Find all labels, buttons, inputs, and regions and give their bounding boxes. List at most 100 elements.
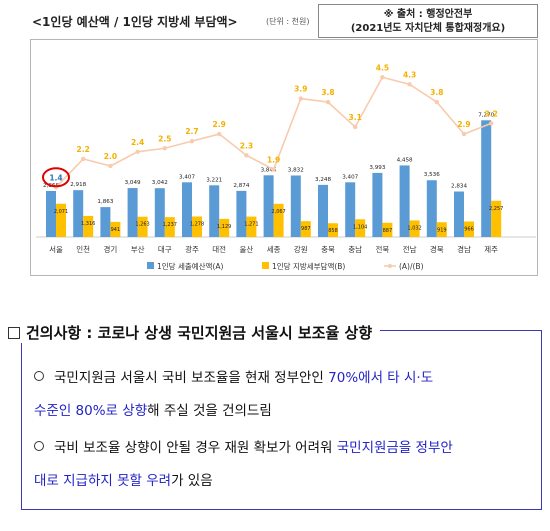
item-2-text-highlight: 국민지원금을 정부안 [336, 440, 453, 456]
highlight-circle [42, 167, 70, 188]
circle-bullet-icon [34, 371, 44, 381]
tax-value-label: 1,263 [135, 222, 149, 228]
tax-value-label: 2,067 [271, 209, 285, 215]
budget-bar [209, 185, 220, 237]
tax-bar [273, 203, 284, 237]
budget-bar [290, 175, 301, 237]
tax-bar [164, 217, 175, 237]
tax-bar [300, 221, 311, 237]
budget-bar [454, 191, 464, 237]
ratio-point [298, 96, 303, 101]
tax-value-label: 1,104 [353, 224, 367, 230]
x-tick-label: 경기 [103, 244, 117, 254]
tax-value-label: 1,237 [163, 222, 177, 228]
tax-value-label: 987 [301, 226, 311, 232]
budget-value-label: 1,863 [97, 199, 113, 205]
budget-value-label: 2,834 [451, 184, 467, 190]
ratio-point [108, 163, 113, 169]
ratio-value-label: 2.7 [185, 127, 198, 136]
tax-bar [382, 222, 393, 237]
item-1-text-plain-2: 해 주실 것을 건의드림 [147, 403, 272, 419]
budget-value-label: 3,845 [261, 167, 277, 173]
legend-label-ratio: (A)/(B) [399, 262, 424, 271]
ratio-point [325, 99, 331, 105]
x-tick-label: 인천 [76, 244, 90, 254]
recommendation-title: 건의사항 : 코로나 상생 국민지원금 서울시 보조율 상향 [8, 322, 381, 343]
tax-value-label: 1,316 [81, 221, 95, 227]
x-tick-label: 전남 [403, 244, 417, 254]
item-1-text-plain: 국민지원금 서울시 국비 보조율을 현재 정부안인 [54, 370, 329, 386]
recommendation-item-2-line-2: 대로 지급하지 못할 우려가 있음 [34, 465, 534, 498]
x-tick-label: 충남 [348, 245, 362, 254]
budget-bar [100, 207, 111, 237]
legend-swatch-budget [147, 262, 154, 269]
ratio-point [461, 131, 467, 137]
recommendation-item-2-line-1: 국비 보조율 상향이 안될 경우 재원 확보가 어려워 국민지원금을 정부안 [34, 432, 534, 465]
x-tick-label: 경남 [457, 244, 471, 254]
circle-bullet-icon [34, 441, 44, 451]
ratio-value-label: 3.8 [321, 88, 334, 97]
ratio-value-label: 2.9 [457, 120, 470, 129]
checkbox-icon [8, 326, 20, 339]
item-2-text-plain-2: 가 있음 [171, 473, 213, 489]
legend-swatch-tax [262, 262, 269, 269]
recommendation-item-1: 국민지원금 서울시 국비 보조율을 현재 정부안인 70%에서 타 시·도 수준… [34, 362, 534, 428]
tax-value-label: 1,278 [190, 221, 204, 227]
ratio-value-label: 3.2 [485, 109, 498, 118]
ratio-point [244, 153, 249, 158]
tax-value-label: 1,271 [244, 222, 258, 228]
ratio-point [162, 146, 167, 151]
legend-label-budget: 1인당 세출예산액(A) [157, 261, 224, 271]
budget-bar [263, 175, 274, 237]
ratio-value-label: 4.5 [376, 63, 389, 72]
ratio-point [135, 149, 140, 154]
x-tick-label: 충북 [321, 245, 335, 254]
tax-bar [246, 216, 257, 237]
x-tick-label: 강원 [294, 244, 308, 254]
x-tick-label: 대전 [212, 244, 226, 254]
tax-bar [83, 215, 94, 237]
budget-value-label: 7,270 [478, 112, 494, 118]
recommendation-item-1-line-1: 국민지원금 서울시 국비 보조율을 현재 정부안인 70%에서 타 시·도 [34, 362, 534, 395]
x-tick-label: 부산 [131, 244, 145, 254]
item-1-text-highlight: 70%에서 타 시·도 [328, 370, 434, 386]
ratio-value-label: 1.4 [49, 173, 62, 182]
tax-value-label: 966 [464, 226, 474, 232]
budget-value-label: 4,458 [397, 157, 413, 163]
budget-bar [426, 180, 437, 237]
ratio-value-label: 3.1 [349, 113, 362, 122]
tax-bar [491, 200, 502, 237]
budget-bar [318, 184, 328, 237]
budget-bar [399, 165, 410, 237]
ratio-value-label: 2.3 [240, 141, 253, 150]
source-line-1: ※ 출처 : 행정안전부 [383, 9, 473, 20]
budget-bar [127, 188, 138, 237]
x-tick-label: 광주 [185, 244, 199, 254]
x-tick-label: 대구 [158, 245, 172, 254]
budget-value-label: 3,049 [125, 180, 141, 186]
source-box: ※ 출처 : 행정안전부 (2021년도 자치단체 통합재정개요) [318, 4, 538, 38]
x-tick-label: 제주 [484, 245, 498, 254]
tax-value-label: 2,257 [489, 206, 503, 212]
budget-value-label: 3,536 [424, 172, 440, 178]
item-2-text-plain: 국비 보조율 상향이 안될 경우 재원 확보가 어려워 [54, 440, 337, 456]
budget-bar [73, 190, 84, 237]
tax-bar [464, 221, 474, 237]
x-tick-label: 경북 [430, 244, 444, 254]
ratio-point [189, 138, 195, 144]
ratio-value-label: 3.9 [294, 85, 307, 94]
budget-bar [46, 190, 56, 237]
chart-title: <1인당 예산액 / 1인당 지방세 부담액> [32, 15, 238, 29]
budget-value-label: 3,248 [315, 177, 331, 183]
item-1-text-highlight-2: 수준인 80%로 상향 [34, 403, 148, 419]
ratio-point [407, 82, 412, 87]
ratio-value-label: 2.5 [158, 134, 171, 143]
ratio-point [489, 121, 494, 126]
ratio-value-label: 2.9 [213, 120, 226, 129]
budget-bar [372, 172, 383, 237]
tax-value-label: 887 [383, 228, 393, 234]
tax-value-label: 1,129 [217, 224, 231, 230]
tax-value-label: 858 [328, 228, 338, 234]
budget-bar [236, 190, 247, 237]
tax-value-label: 919 [437, 227, 447, 233]
